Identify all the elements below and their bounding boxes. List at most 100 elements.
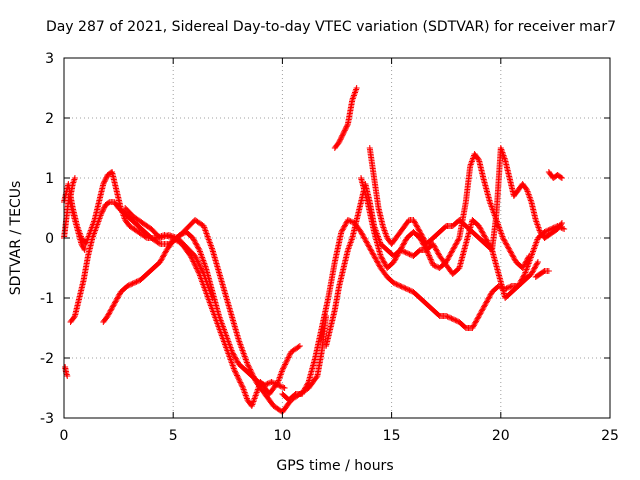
data-point [398, 245, 405, 252]
data-point [378, 254, 385, 261]
data-point [382, 261, 389, 267]
data-point [105, 311, 112, 318]
data-point [430, 262, 437, 268]
data-point [232, 368, 239, 375]
data-point [365, 242, 372, 249]
data-point [504, 243, 511, 249]
data-point [99, 208, 106, 215]
data-point [281, 362, 288, 369]
data-point [418, 231, 425, 238]
data-point [475, 314, 482, 321]
data-point [100, 205, 107, 212]
data-point [520, 263, 527, 270]
data-point [257, 380, 264, 387]
series-track-k [532, 268, 552, 280]
data-point [471, 321, 478, 327]
data-point [160, 253, 167, 260]
data-point [232, 354, 239, 361]
data-point [524, 257, 531, 263]
data-point [191, 237, 198, 244]
data-point [432, 263, 439, 270]
data-point [304, 381, 311, 388]
y-tick-label: 0 [45, 231, 54, 247]
data-point [236, 378, 243, 385]
data-point [81, 245, 88, 252]
data-point [245, 363, 252, 370]
data-point [477, 225, 484, 232]
data-point [114, 294, 121, 301]
data-point [396, 248, 403, 255]
data-point [415, 226, 422, 233]
data-point [195, 259, 202, 266]
data-point [344, 217, 351, 223]
data-point [395, 249, 402, 256]
y-tick-label: 2 [45, 111, 54, 127]
data-point [416, 229, 423, 235]
data-point [369, 250, 376, 257]
data-point [434, 249, 441, 255]
data-point [193, 241, 200, 248]
data-point [481, 303, 488, 310]
data-point [405, 250, 412, 257]
data-point [301, 385, 308, 392]
data-point [448, 315, 455, 322]
data-point [233, 371, 240, 378]
data-point [504, 284, 511, 291]
y-axis-label: SDTVAR / TECUs [8, 181, 24, 296]
data-point [304, 380, 311, 387]
data-point [433, 247, 440, 254]
data-point [126, 281, 133, 288]
data-point [414, 225, 421, 231]
data-point [162, 249, 169, 256]
data-point [70, 178, 77, 184]
data-point [509, 252, 516, 259]
data-point [397, 283, 404, 289]
data-point [519, 265, 526, 271]
data-point [100, 179, 107, 186]
data-point [521, 261, 528, 267]
data-point [280, 384, 287, 391]
data-point [401, 284, 408, 291]
data-point [454, 237, 461, 244]
data-point [453, 240, 460, 247]
y-tick-labels: 3 2 1 0 -1 -2 -3 [40, 51, 54, 427]
data-point [399, 284, 406, 291]
data-point [229, 349, 236, 355]
data-point [424, 248, 431, 255]
data-point [379, 255, 386, 262]
data-point [451, 244, 458, 251]
data-point [367, 246, 374, 253]
data-point [109, 305, 116, 311]
data-point [276, 382, 283, 389]
data-point [480, 305, 487, 311]
data-point [71, 314, 78, 321]
data-point [452, 241, 459, 248]
data-point [483, 298, 490, 305]
data-point [505, 245, 512, 252]
data-point [478, 228, 485, 235]
data-point [524, 255, 531, 262]
data-point [302, 384, 309, 391]
data-point [443, 313, 450, 319]
data-point [474, 315, 481, 322]
data-point [230, 351, 237, 358]
data-point [272, 380, 279, 387]
x-tick-labels: 0 5 10 15 20 25 [60, 428, 619, 444]
data-point [559, 225, 566, 232]
data-point [339, 132, 346, 139]
data-point [406, 251, 413, 258]
data-point [192, 240, 199, 247]
data-point [448, 249, 455, 256]
data-point [377, 253, 384, 259]
data-point [453, 317, 460, 324]
data-point [428, 259, 435, 266]
data-point [103, 174, 110, 181]
data-point [443, 257, 450, 264]
data-point [484, 297, 491, 303]
data-point [417, 230, 424, 237]
data-point [189, 235, 196, 241]
data-point [238, 380, 245, 387]
data-point [338, 229, 345, 235]
data-point [414, 223, 421, 230]
data-point [420, 235, 427, 242]
